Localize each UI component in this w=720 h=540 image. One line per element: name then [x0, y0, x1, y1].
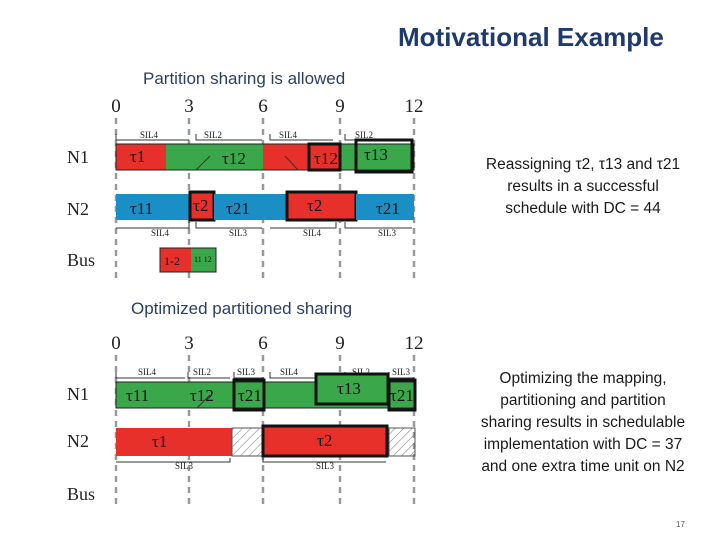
- tick-label: 3: [184, 333, 194, 354]
- task-bar: [340, 144, 414, 170]
- annotation-2: Optimizing the mapping, partitioning and…: [448, 368, 718, 478]
- tick-label: 9: [335, 333, 345, 354]
- sil-label: SIL3: [175, 461, 194, 471]
- task-bar: [261, 424, 389, 458]
- annotation-1-line: results in a successful: [507, 178, 659, 195]
- tick-label: 6: [258, 96, 268, 117]
- task-bar: [232, 378, 266, 412]
- sil-label: SIL4: [140, 130, 159, 140]
- annotation-2-line: Optimizing the mapping,: [499, 370, 667, 387]
- sil-label: SIL2: [193, 367, 211, 377]
- idle-slot: [388, 427, 416, 457]
- sil-label: SIL4: [279, 130, 298, 140]
- slide-title: Motivational Example: [398, 22, 664, 52]
- annotation-1-line: schedule with DC = 44: [505, 200, 661, 217]
- bus-slot: [191, 248, 216, 272]
- section2-label: Optimized partitioned sharing: [131, 299, 353, 318]
- sil-label: SIL2: [355, 130, 373, 140]
- task-bar: [214, 194, 287, 220]
- task-label-t12: τ12: [314, 149, 338, 168]
- tick-label: 3: [184, 96, 194, 117]
- sil-label: SIL3: [392, 367, 411, 377]
- task-label-t2: τ2: [317, 431, 332, 450]
- task-bar: [188, 190, 216, 222]
- annotation-1-line: Reassigning τ2, τ13 and τ21: [485, 156, 681, 173]
- sil-label: SIL2: [204, 130, 222, 140]
- sil-label: SIL3: [237, 367, 256, 377]
- task-label-t2: τ2: [307, 196, 322, 215]
- bus-slot-label: 1-2: [164, 254, 180, 268]
- annotation-2-line: partitioning and partition: [500, 392, 666, 409]
- sil-label: SIL4: [138, 367, 157, 377]
- row-label-n1: N1: [67, 147, 89, 167]
- tick-label: 12: [405, 333, 424, 354]
- annotation-2-line: sharing results in schedulable: [480, 414, 686, 431]
- task-label-t21: τ21: [238, 386, 262, 405]
- tick-label: 0: [111, 96, 121, 117]
- row-label-bus: Bus: [67, 250, 95, 270]
- bus-slot-label: 11 12: [194, 255, 212, 264]
- idle-slot: [231, 427, 263, 457]
- tick-label: 9: [335, 96, 345, 117]
- task-label-t21: τ21: [376, 199, 400, 218]
- section1-label: Partition sharing is allowed: [143, 69, 346, 88]
- task-bar: [356, 194, 414, 220]
- task-label-t13: τ13: [337, 379, 361, 398]
- task-bar: [116, 428, 232, 456]
- task-bar: [166, 144, 263, 170]
- tick-label: 0: [111, 333, 121, 354]
- task-label-t12: τ12: [190, 386, 214, 405]
- sil-label: SIL3: [378, 228, 397, 238]
- task-label-t11: τ11: [130, 199, 153, 218]
- task-label-t12: τ12: [222, 149, 246, 168]
- task-label-t21: τ21: [390, 386, 414, 405]
- annotation-2-line: implementation with DC = 37: [483, 436, 683, 453]
- task-label-t21: τ21: [226, 199, 250, 218]
- task-bar: [116, 194, 190, 220]
- row-label-bus: Bus: [67, 484, 95, 504]
- row-label-n2: N2: [67, 199, 89, 219]
- task-label-t1: τ1: [152, 432, 167, 451]
- row-label-n2: N2: [67, 431, 89, 451]
- task-label-t2: τ2: [193, 196, 208, 215]
- sil-label: SIL4: [151, 228, 170, 238]
- annotation-2-line: and one extra time unit on N2: [481, 458, 685, 475]
- task-bar-t1: [116, 144, 166, 170]
- row-label-n1: N1: [67, 384, 89, 404]
- task-label-t1: τ1: [130, 147, 145, 166]
- sil-label: SIL2: [352, 367, 370, 377]
- sil-label: SIL3: [316, 461, 335, 471]
- sil-label: SIL4: [280, 367, 299, 377]
- task-label-t13: τ13: [364, 145, 388, 164]
- task-label-t11: τ11: [126, 386, 149, 405]
- annotation-1: Reassigning τ2, τ13 and τ21 results in a…: [448, 154, 718, 220]
- task-bar: [263, 144, 340, 170]
- task-bar: [387, 378, 417, 412]
- sil-label: SIL4: [303, 228, 322, 238]
- tick-label: 6: [258, 333, 268, 354]
- bus-slot: [160, 248, 191, 272]
- tick-label: 12: [405, 96, 424, 117]
- sil-label: SIL3: [229, 228, 248, 238]
- page-number: 17: [676, 520, 685, 529]
